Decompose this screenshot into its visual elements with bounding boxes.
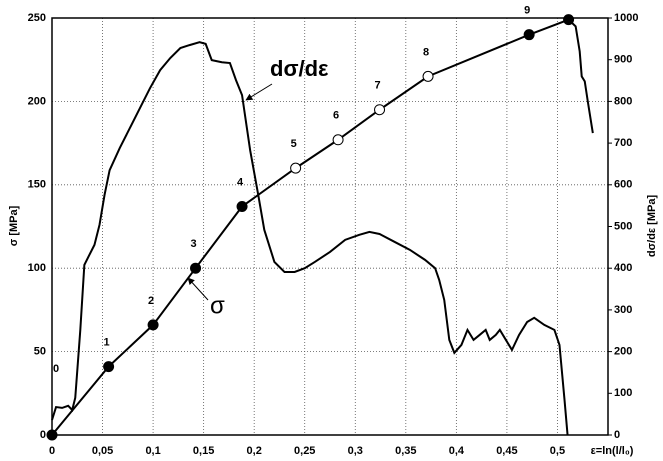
point-marker <box>332 134 344 146</box>
y2-tick-label: 1000 <box>614 12 638 24</box>
point-marker <box>422 70 434 82</box>
y2-tick-label: 700 <box>614 137 632 149</box>
x-tick-label: 0,1 <box>145 445 160 457</box>
point-label: 3 <box>190 238 196 250</box>
y2-tick-label: 200 <box>614 346 632 358</box>
line-series <box>51 41 569 436</box>
y-tick-label: 50 <box>34 346 46 358</box>
arrow <box>245 83 273 101</box>
y2-tick-label: 100 <box>614 387 632 399</box>
y2-tick-label: 500 <box>614 220 632 232</box>
point-marker <box>190 262 202 274</box>
point-marker <box>236 200 248 212</box>
arrow <box>187 277 209 301</box>
y2-tick-label: 0 <box>614 429 620 441</box>
point-marker <box>103 361 115 373</box>
point-label: 2 <box>148 295 154 307</box>
x-tick-label: 0,4 <box>449 445 465 457</box>
y2-axis-label: dσ/dε [MPa] <box>646 195 658 258</box>
x-tick-label: 0,25 <box>294 445 315 457</box>
point-marker <box>374 104 386 116</box>
point-marker <box>147 319 159 331</box>
y-tick-label: 150 <box>28 179 46 191</box>
point-label: 1 <box>104 337 110 349</box>
point-label: 9 <box>524 5 530 17</box>
x-tick-label: 0,2 <box>247 445 262 457</box>
point-label: 0 <box>53 363 59 375</box>
x-tick-label: 0 <box>49 445 55 457</box>
point-marker <box>290 162 302 174</box>
point-label: 10 <box>560 0 572 2</box>
y-tick-label: 100 <box>28 262 46 274</box>
point-label: 6 <box>333 110 339 122</box>
point-label: 7 <box>374 80 380 92</box>
annotation: σ <box>210 292 225 319</box>
point-marker <box>46 429 58 441</box>
point-label: 4 <box>237 176 244 188</box>
point-label: 5 <box>291 138 297 150</box>
x-tick-label: 0,05 <box>92 445 113 457</box>
y2-tick-label: 800 <box>614 95 632 107</box>
y2-tick-label: 400 <box>614 262 632 274</box>
y-tick-label: 0 <box>40 429 46 441</box>
x-axis-label: ε=ln(l/l₀) <box>591 445 634 457</box>
x-tick-label: 0,3 <box>348 445 363 457</box>
y2-tick-label: 300 <box>614 304 632 316</box>
x-tick-label: 0,15 <box>193 445 214 457</box>
y-tick-label: 250 <box>28 12 46 24</box>
y-tick-label: 200 <box>28 95 46 107</box>
annotation: dσ/dε <box>270 56 329 81</box>
x-tick-label: 0,5 <box>550 445 565 457</box>
grid <box>51 17 608 436</box>
y2-tick-label: 600 <box>614 179 632 191</box>
y2-tick-label: 900 <box>614 54 632 66</box>
x-tick-label: 0,45 <box>496 445 517 457</box>
y-axis-label: σ [MPa] <box>8 205 20 246</box>
line-series <box>51 18 594 436</box>
point-marker <box>523 29 535 41</box>
x-tick-label: 0,35 <box>395 445 416 457</box>
point-marker <box>563 14 575 26</box>
point-label: 8 <box>423 46 429 58</box>
plot-frame <box>51 17 609 436</box>
